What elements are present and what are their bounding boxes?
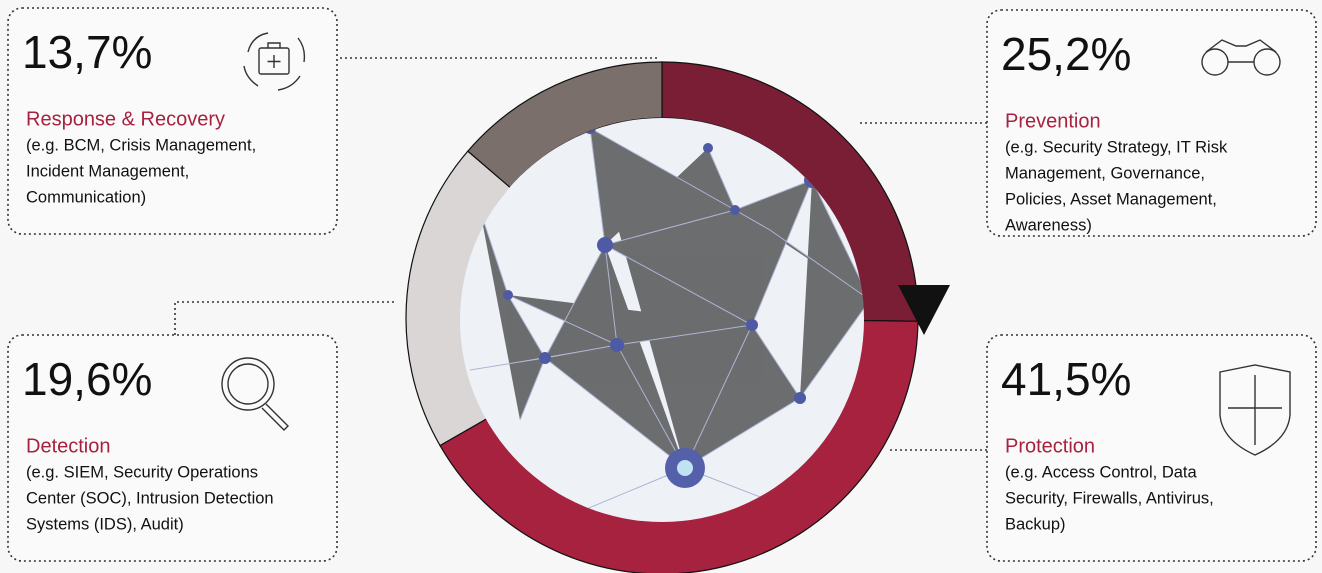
category-label: Detection (26, 435, 111, 457)
connector (174, 301, 395, 335)
info-box (986, 9, 1317, 237)
node (677, 460, 693, 476)
description-line: Communication) (26, 188, 146, 206)
description-line: (e.g. SIEM, Security Operations (26, 463, 258, 481)
info-box (986, 334, 1317, 562)
network-image (460, 118, 864, 522)
percent-label: 41,5% (1001, 353, 1131, 405)
boxes: 25,2% Prevention (e.g. Security Strategy, … (7, 7, 1317, 562)
shield-icon (1219, 364, 1291, 456)
percent-label: 19,6% (22, 353, 152, 405)
info-box (7, 7, 338, 235)
node (730, 205, 740, 215)
node (746, 319, 758, 331)
firstaid-icon (243, 32, 306, 91)
node (703, 143, 713, 153)
percent-label: 25,2% (1001, 28, 1131, 80)
icons (221, 32, 1291, 456)
category-label: Prevention (1005, 110, 1101, 132)
description-line: (e.g. Access Control, Data (1005, 463, 1197, 481)
description-line: (e.g. Security Strategy, IT Risk (1005, 138, 1228, 156)
binoculars-icon (1201, 39, 1281, 76)
category-label: Response & Recovery (26, 108, 225, 130)
arrow-head (898, 285, 950, 335)
description-line: Security, Firewalls, Antivirus, (1005, 489, 1214, 507)
node (610, 338, 624, 352)
node (503, 290, 513, 300)
description-line: Policies, Asset Management, (1005, 190, 1217, 208)
magnifier-icon (221, 357, 289, 431)
node (539, 352, 551, 364)
description-line: Awareness) (1005, 216, 1092, 234)
network (469, 119, 864, 521)
node (794, 392, 806, 404)
description-line: Backup) (1005, 515, 1066, 533)
description-line: Systems (IDS), Audit) (26, 515, 184, 533)
description-line: Center (SOC), Intrusion Detection (26, 489, 274, 507)
description-line: Incident Management, (26, 162, 189, 180)
category-label: Protection (1005, 435, 1095, 457)
percent-label: 13,7% (22, 26, 152, 78)
info-box (7, 334, 338, 562)
description-line: Management, Governance, (1005, 164, 1205, 182)
node (597, 237, 613, 253)
description-line: (e.g. BCM, Crisis Management, (26, 136, 256, 154)
connectors (174, 57, 987, 451)
